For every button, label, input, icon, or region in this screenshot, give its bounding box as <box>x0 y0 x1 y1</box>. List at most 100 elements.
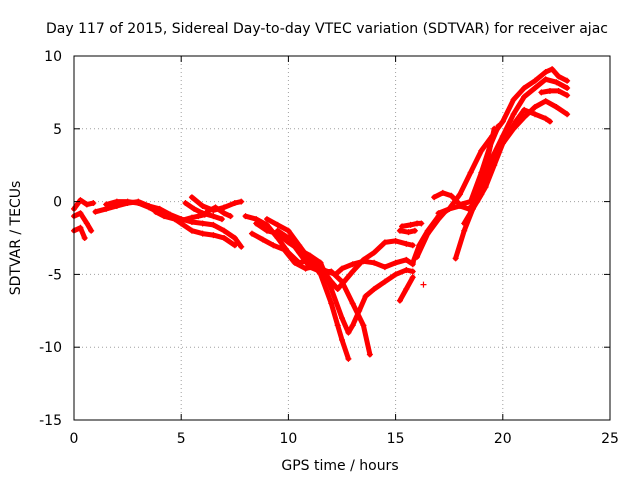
series-arc-20 <box>414 208 448 260</box>
data-point <box>334 322 341 329</box>
data-point <box>405 229 412 236</box>
data-point <box>231 235 238 241</box>
data-point <box>446 205 453 212</box>
data-point <box>478 191 485 198</box>
data-point <box>392 259 399 266</box>
data-point <box>302 265 309 272</box>
data-point <box>538 89 545 96</box>
data-point <box>281 246 288 253</box>
data-point <box>461 227 468 234</box>
data-point <box>564 111 571 118</box>
data-point <box>403 285 410 292</box>
data-point <box>210 221 217 228</box>
data-point <box>291 259 298 266</box>
series-line <box>71 225 88 241</box>
data-point <box>285 235 292 241</box>
data-point <box>203 208 210 215</box>
data-point <box>549 66 556 73</box>
data-point <box>411 227 418 234</box>
series-line <box>414 209 448 260</box>
data-point <box>521 106 528 113</box>
data-point <box>546 87 553 94</box>
data-point <box>396 227 403 234</box>
x-tick-label: 0 <box>70 431 79 447</box>
data-point <box>188 194 195 201</box>
data-point <box>345 355 352 362</box>
data-point <box>328 300 335 307</box>
data-point <box>83 220 90 227</box>
axis-ticks: 0 5 10 15 20 25 -15 -10 -5 0 5 10 <box>39 49 619 447</box>
data-point <box>469 205 476 212</box>
data-point <box>171 216 178 223</box>
y-tick-label: 10 <box>44 49 62 65</box>
data-point <box>92 208 99 215</box>
data-point <box>248 230 255 237</box>
data-point <box>555 73 562 80</box>
data-point <box>564 92 571 99</box>
data-point <box>90 200 97 207</box>
data-point <box>259 236 266 243</box>
data-point <box>296 242 303 249</box>
data-point <box>317 268 324 275</box>
data-point <box>362 293 369 300</box>
data-point <box>231 242 238 249</box>
data-point <box>188 227 195 234</box>
data-point <box>486 143 493 150</box>
data-point <box>456 202 463 209</box>
data-point <box>531 85 538 92</box>
data-point <box>231 200 238 207</box>
data-point <box>553 103 560 110</box>
data-point <box>409 274 416 281</box>
series-arc-24 <box>461 106 553 227</box>
data-point <box>542 76 549 83</box>
data-point <box>221 204 228 211</box>
data-point <box>495 147 502 154</box>
series-arc-18 <box>420 281 427 288</box>
data-point <box>439 189 446 196</box>
data-point <box>349 261 356 268</box>
data-point <box>77 224 84 231</box>
data-point <box>253 220 260 227</box>
data-point <box>531 103 538 110</box>
data-point <box>371 259 378 266</box>
data-point <box>409 268 416 275</box>
chart-title: Day 117 of 2015, Sidereal Day-to-day VTE… <box>46 21 608 37</box>
data-point <box>407 221 414 228</box>
data-point <box>564 85 571 92</box>
series-line <box>538 88 570 98</box>
y-tick-label: -5 <box>48 267 62 283</box>
data-point <box>212 204 219 211</box>
data-point <box>542 98 549 105</box>
data-point <box>349 300 356 307</box>
data-point <box>113 198 120 205</box>
data-point <box>296 249 303 256</box>
x-tick-label: 10 <box>279 431 297 447</box>
data-point <box>478 169 485 176</box>
data-point <box>238 198 245 205</box>
data-point <box>435 210 442 217</box>
data-point <box>409 242 416 249</box>
data-point <box>461 220 468 227</box>
y-tick-label: -15 <box>39 413 62 429</box>
data-point <box>218 216 225 223</box>
data-point <box>328 285 335 292</box>
data-point <box>510 111 517 118</box>
data-point <box>521 93 528 100</box>
series-line <box>468 123 501 205</box>
data-point <box>360 258 367 265</box>
data-point <box>339 278 345 285</box>
data-point <box>270 242 277 249</box>
series-arc-2 <box>71 197 97 212</box>
data-point <box>531 77 538 84</box>
data-point <box>306 264 313 271</box>
data-point <box>238 243 245 250</box>
data-point <box>392 237 399 244</box>
data-point <box>435 216 442 223</box>
data-point <box>510 96 517 103</box>
x-tick-label: 25 <box>601 431 619 447</box>
data-point <box>339 336 345 343</box>
data-point <box>221 235 228 241</box>
series-arc-16 <box>399 220 425 230</box>
data-point <box>124 198 131 205</box>
